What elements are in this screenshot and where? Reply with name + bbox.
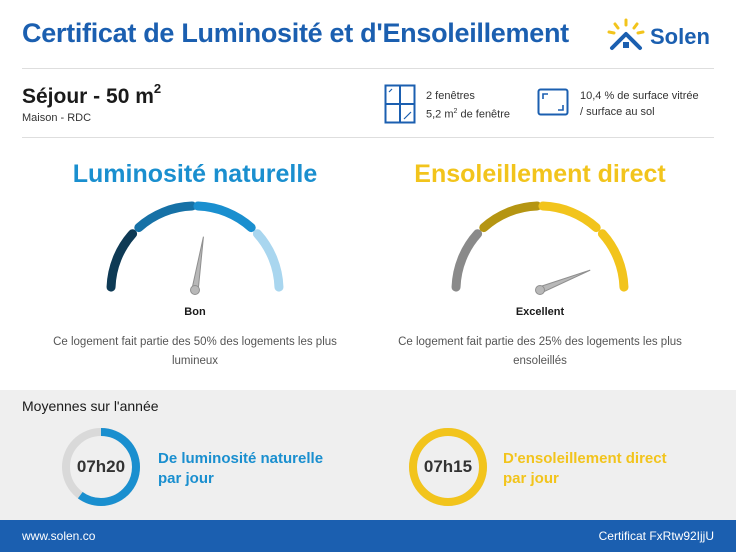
sunshine-gauge-segment (451, 229, 483, 292)
sunshine-gauge (451, 201, 629, 295)
luminosity-gauge-segment (193, 201, 256, 233)
window-count: 2 fenêtres (426, 90, 475, 102)
luminosity-rating: Bon (184, 306, 206, 318)
luminosity-average-ring (62, 428, 140, 506)
window-stats: 2 fenêtres 5,2 m2 de fenêtre (426, 88, 510, 123)
luminosity-gauge-segment (252, 229, 284, 292)
luminosity-gauge-segment (106, 229, 138, 292)
sunshine-average-time: 07h15 (423, 457, 473, 476)
divider (22, 68, 714, 69)
sunshine-gauge-segment (479, 201, 542, 233)
glazing-stats: 10,4 % de surface vitrée / surface au so… (580, 88, 699, 120)
website-link[interactable]: www.solen.co (22, 529, 96, 543)
sunshine-ring-progress (409, 428, 487, 506)
sunshine-gauge-segment (538, 201, 601, 233)
sun-house-icon (607, 18, 645, 50)
sunshine-description: Ce logement fait partie des 25% des loge… (398, 336, 682, 367)
room-subtitle: Maison - RDC (22, 112, 92, 124)
sunshine-title: Ensoleillement direct (414, 160, 666, 188)
luminosity-gauge (106, 201, 284, 295)
window-icon (384, 84, 416, 124)
luminosity-average-time: 07h20 (76, 457, 126, 476)
footer: www.solen.co Certificat FxRtw92IjjU (0, 520, 736, 552)
divider (22, 137, 714, 138)
luminosity-ring-progress (62, 428, 140, 506)
luminosity-gauge-segment (134, 201, 197, 233)
sunshine-average-ring (409, 428, 487, 506)
glazing-ratio-suffix: / surface au sol (580, 106, 655, 118)
room-title: Séjour - 50 m2 (22, 81, 162, 109)
sunshine-gauge-needle (538, 269, 591, 294)
sunshine-average-label: D'ensoleillement direct par jour (503, 450, 667, 487)
luminosity-gauge-hub (190, 285, 200, 295)
sunshine-gauge-segment (597, 229, 629, 292)
luminosity-title: Luminosité naturelle (72, 160, 318, 188)
floor-area-icon (537, 88, 569, 116)
brand-name: Solen (650, 24, 710, 49)
room-area-exponent: 2 (153, 81, 162, 96)
luminosity-gauge-needle (191, 236, 204, 292)
luminosity-description: Ce logement fait partie des 50% des loge… (53, 336, 337, 367)
luminosity-average-label: De luminosité naturelle par jour (158, 450, 324, 487)
sunshine-rating: Excellent (515, 306, 565, 318)
certificate-id: Certificat FxRtw92IjjU (598, 529, 714, 543)
sunshine-gauge-hub (535, 285, 545, 295)
averages-title: Moyennes sur l'année (22, 398, 159, 414)
header: Certificat de Luminosité et d'Ensoleille… (0, 0, 736, 68)
glazing-ratio: 10,4 % de surface vitrée (580, 90, 699, 102)
room-name: Séjour - 50 m (22, 85, 154, 108)
brand-logo[interactable]: Solen (606, 18, 718, 52)
page-title: Certificat de Luminosité et d'Ensoleille… (22, 18, 569, 48)
window-area: 5,2 m2 de fenêtre (426, 108, 511, 121)
